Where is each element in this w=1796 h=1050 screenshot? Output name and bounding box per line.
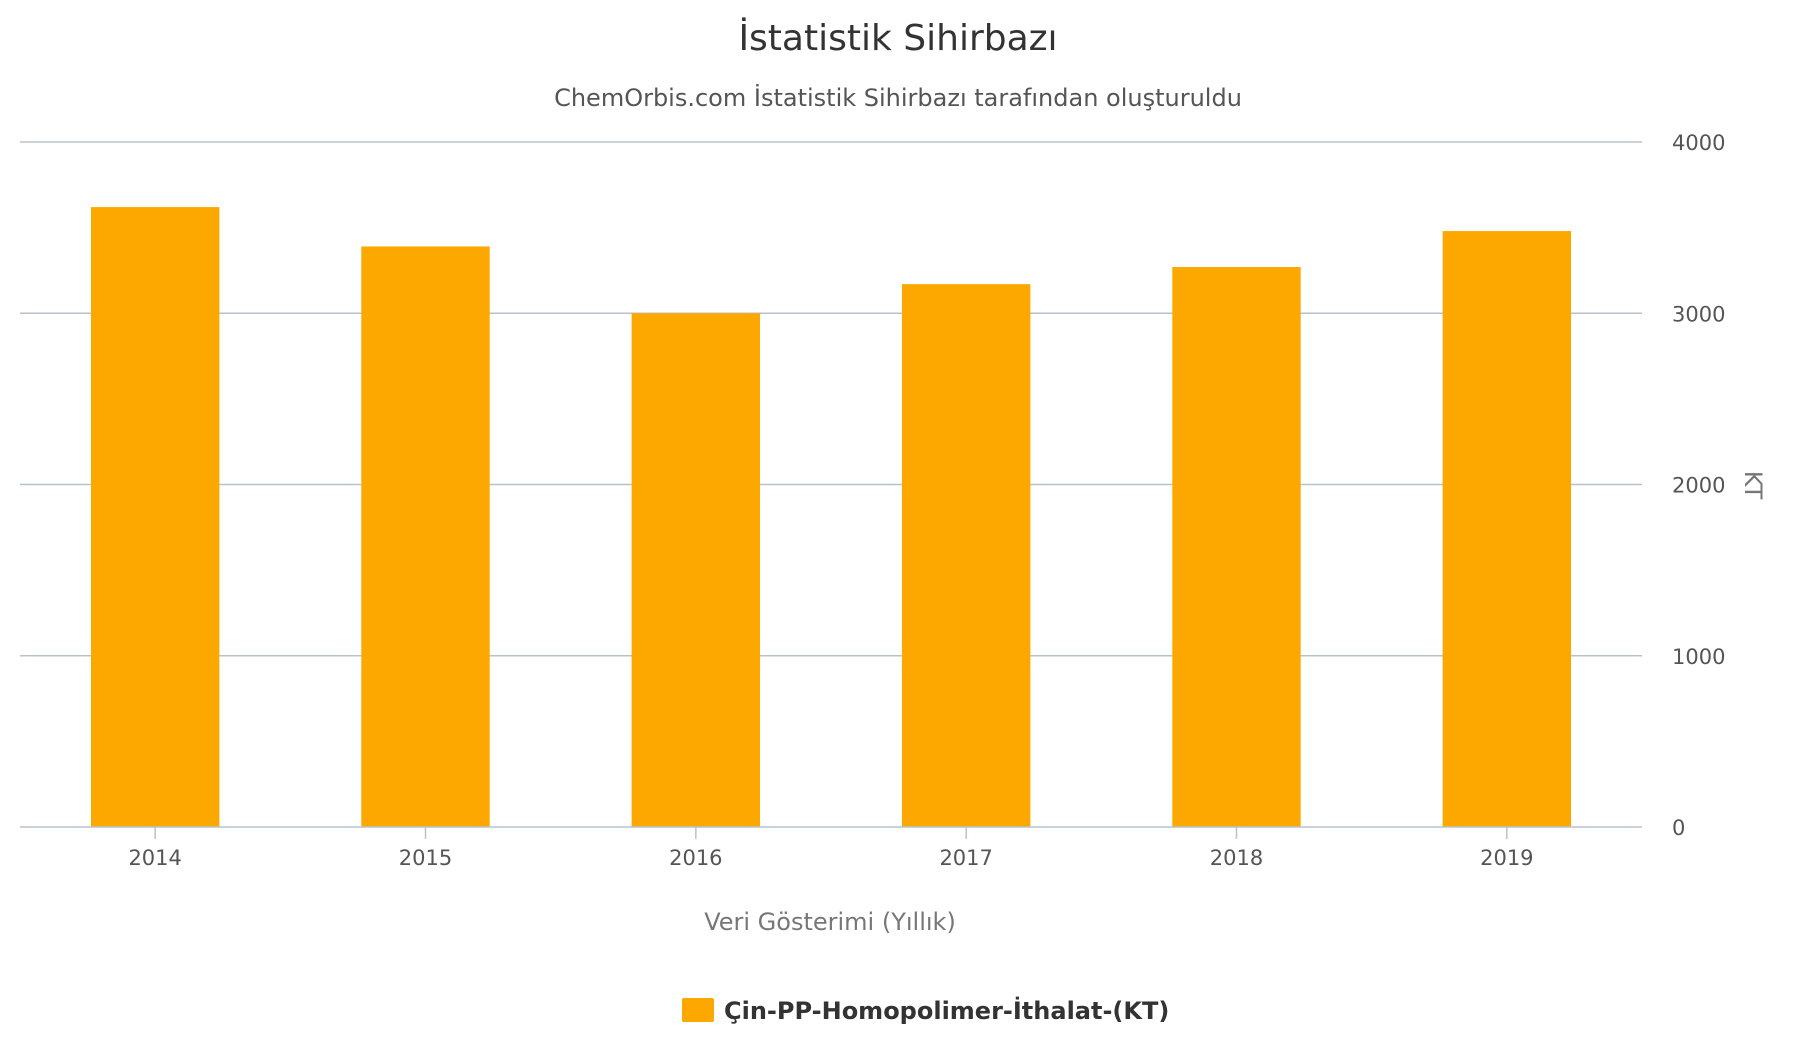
x-axis-title: Veri Gösterimi (Yıllık) xyxy=(704,908,956,936)
y-tick-label: 2000 xyxy=(1672,474,1725,498)
x-tick-label: 2014 xyxy=(128,846,181,870)
y-tick-label: 1000 xyxy=(1672,645,1725,669)
bar-2015[interactable] xyxy=(361,246,490,827)
legend-swatch xyxy=(682,998,714,1022)
chart-subtitle: ChemOrbis.com İstatistik Sihirbazı taraf… xyxy=(554,83,1242,112)
bar-2019[interactable] xyxy=(1442,231,1572,828)
y-tick-label: 3000 xyxy=(1672,302,1725,326)
bar-2016[interactable] xyxy=(631,313,761,827)
gridlines xyxy=(20,141,1642,657)
y-tick-label: 0 xyxy=(1672,816,1685,840)
bar-2014[interactable] xyxy=(90,207,220,827)
x-tick-label: 2018 xyxy=(1210,846,1263,870)
bar-2017[interactable] xyxy=(901,284,1031,827)
legend[interactable]: Çin-PP-Homopolimer-İthalat-(KT) xyxy=(682,996,1169,1025)
legend-label: Çin-PP-Homopolimer-İthalat-(KT) xyxy=(724,996,1169,1025)
x-tick-label: 2017 xyxy=(939,846,992,870)
y-tick-label: 4000 xyxy=(1672,131,1725,155)
x-tick-label: 2015 xyxy=(399,846,452,870)
y-axis-title: KT xyxy=(1739,471,1767,500)
x-tick-label: 2019 xyxy=(1480,846,1533,870)
bar-2018[interactable] xyxy=(1172,267,1301,827)
x-tick-label: 2016 xyxy=(669,846,722,870)
axes: 0 1000 2000 3000 4000 2014 2015 2016 2017 2018 201… xyxy=(20,131,1725,870)
bars xyxy=(90,207,1572,828)
chart-title: İstatistik Sihirbazı xyxy=(738,17,1057,59)
